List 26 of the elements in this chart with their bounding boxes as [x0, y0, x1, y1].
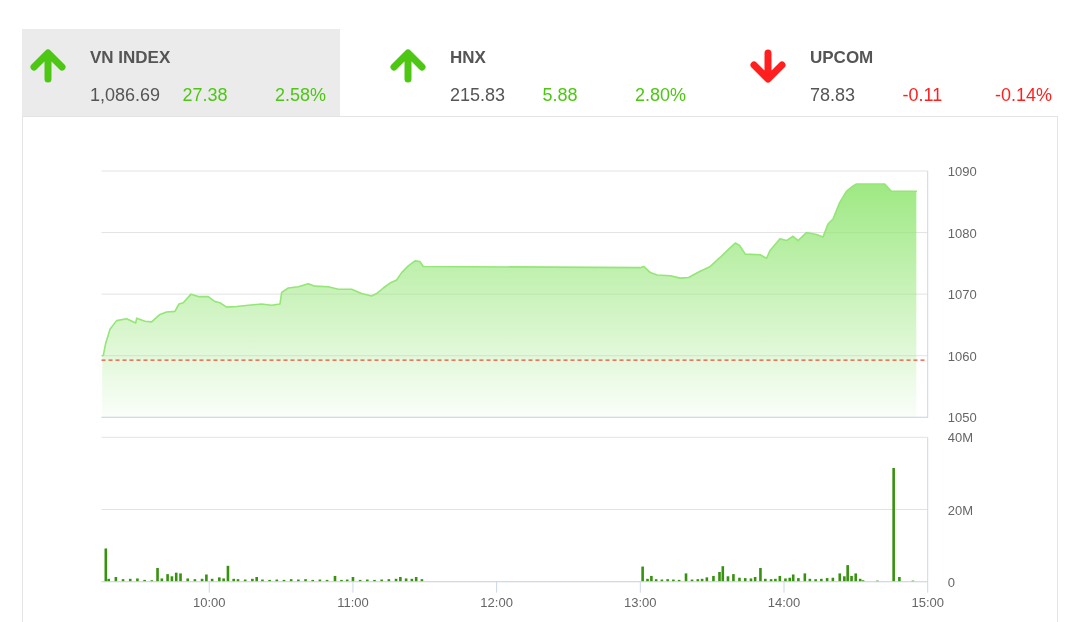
- data-label: -0.11: [902, 85, 943, 105]
- y-tick-label: 1080: [947, 225, 977, 241]
- text: 1,086.69: [90, 85, 161, 105]
- y-tick-label: 1090: [947, 163, 977, 179]
- y-tick-label: 1060: [947, 348, 977, 364]
- text: -0.14%: [995, 85, 1053, 105]
- y-tick-label: 40M: [947, 429, 973, 445]
- x-tick-label: 15:00: [911, 594, 944, 610]
- text: UPCOM: [810, 48, 874, 67]
- data-label: 27.38: [182, 85, 228, 105]
- x-tick-label: 13:00: [624, 594, 657, 610]
- x-tick-label: 12:00: [480, 594, 513, 610]
- data-label: 5.88: [542, 85, 578, 105]
- y-tick-label: 20M: [947, 502, 973, 517]
- y-tick-label: 1070: [947, 286, 977, 302]
- x-tick-label: 14:00: [767, 594, 801, 610]
- text: VN INDEX: [90, 48, 171, 67]
- text: 78.83: [810, 85, 856, 105]
- text: 2.80%: [635, 85, 687, 105]
- text: 2.58%: [275, 85, 327, 105]
- text: HNX: [450, 48, 487, 67]
- text: 215.83: [450, 85, 506, 105]
- x-tick-label: 11:00: [337, 594, 369, 610]
- y-tick-label: 0: [947, 574, 955, 590]
- x-tick-label: 10:00: [192, 594, 226, 610]
- y-tick-label: 1050: [947, 409, 977, 425]
